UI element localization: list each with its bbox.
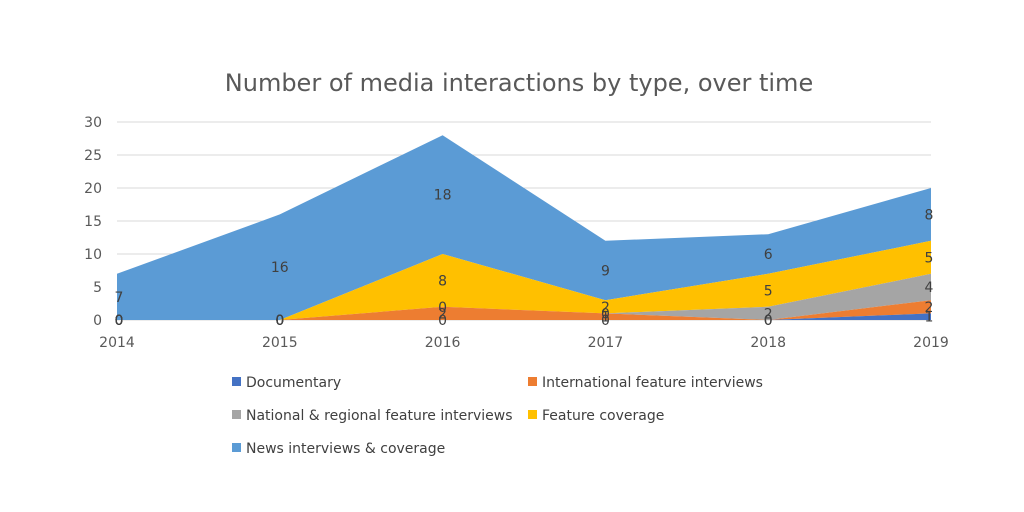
legend-label: Feature coverage bbox=[542, 408, 664, 424]
data-label: 0 bbox=[764, 313, 773, 329]
y-tick-label: 5 bbox=[93, 280, 102, 296]
data-label: 8 bbox=[925, 207, 934, 223]
y-axis-ticks: 0 5 10 15 20 25 30 bbox=[84, 115, 102, 329]
data-label: 0 bbox=[275, 313, 284, 329]
data-label: 2 bbox=[764, 306, 773, 322]
x-tick-label: 2014 bbox=[99, 335, 135, 351]
data-label: 0 bbox=[115, 313, 124, 329]
legend-swatch bbox=[232, 377, 241, 386]
data-label: 2 bbox=[601, 300, 610, 316]
y-tick-label: 20 bbox=[84, 181, 102, 197]
data-label: 6 bbox=[764, 247, 773, 263]
data-label: 0 bbox=[601, 306, 610, 322]
legend-swatch bbox=[232, 443, 241, 452]
y-tick-label: 15 bbox=[84, 214, 102, 230]
legend: Documentary International feature intervi… bbox=[232, 375, 763, 457]
x-axis-ticks: 2014 2015 2016 2017 2018 2019 bbox=[99, 335, 949, 351]
data-label: 0 bbox=[438, 300, 447, 316]
y-tick-label: 30 bbox=[84, 115, 102, 131]
data-label: 0 bbox=[275, 313, 284, 329]
x-tick-label: 2018 bbox=[750, 335, 786, 351]
data-label: 2 bbox=[438, 306, 447, 322]
data-label: 0 bbox=[115, 313, 124, 329]
legend-label: International feature interviews bbox=[542, 375, 763, 391]
data-label: 4 bbox=[925, 280, 934, 296]
data-label: 18 bbox=[434, 188, 452, 204]
area-documentary bbox=[117, 313, 931, 320]
data-label: 16 bbox=[271, 260, 289, 276]
data-label: 0 bbox=[115, 313, 124, 329]
data-label: 1 bbox=[601, 310, 610, 326]
data-label: 0 bbox=[115, 313, 124, 329]
area-international-feature-interviews bbox=[117, 300, 931, 320]
data-label: 5 bbox=[925, 250, 934, 266]
data-label: 0 bbox=[438, 313, 447, 329]
legend-swatch bbox=[528, 410, 537, 419]
legend-label: News interviews & coverage bbox=[246, 441, 445, 457]
data-label: 5 bbox=[764, 283, 773, 299]
legend-swatch bbox=[232, 410, 241, 419]
area-feature-coverage bbox=[117, 240, 931, 320]
y-tick-label: 10 bbox=[84, 247, 102, 263]
legend-swatch bbox=[528, 377, 537, 386]
x-tick-label: 2015 bbox=[262, 335, 298, 351]
data-label: 0 bbox=[601, 313, 610, 329]
area-news-interviews-coverage bbox=[117, 135, 931, 320]
data-label: 2 bbox=[925, 300, 934, 316]
area-series bbox=[117, 135, 931, 320]
data-label: 8 bbox=[438, 273, 447, 289]
chart-title: Number of media interactions by type, ov… bbox=[225, 69, 813, 97]
y-tick-label: 25 bbox=[84, 148, 102, 164]
area-national-regional-feature-interviews bbox=[117, 273, 931, 320]
data-label: 7 bbox=[115, 290, 124, 306]
data-label: 1 bbox=[925, 310, 934, 326]
data-label: 0 bbox=[764, 313, 773, 329]
data-label: 9 bbox=[601, 264, 610, 280]
x-tick-label: 2019 bbox=[913, 335, 949, 351]
x-tick-label: 2017 bbox=[588, 335, 624, 351]
y-tick-label: 0 bbox=[93, 313, 102, 329]
legend-label: National & regional feature interviews bbox=[246, 408, 513, 424]
x-tick-label: 2016 bbox=[425, 335, 461, 351]
legend-label: Documentary bbox=[246, 375, 341, 391]
data-label: 0 bbox=[275, 313, 284, 329]
data-label: 0 bbox=[275, 313, 284, 329]
